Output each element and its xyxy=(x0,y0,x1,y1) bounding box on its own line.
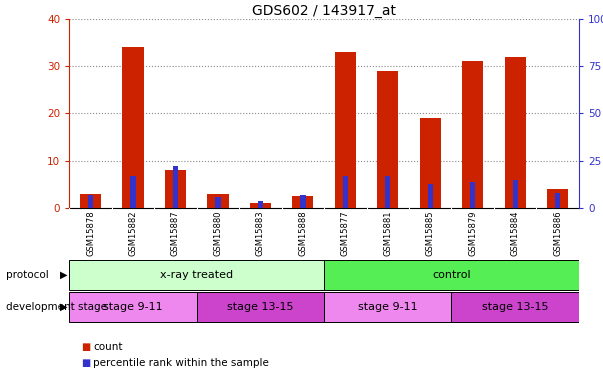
Bar xyxy=(165,170,186,208)
Bar xyxy=(555,193,560,208)
Text: GSM15886: GSM15886 xyxy=(553,211,562,256)
Text: protocol: protocol xyxy=(6,270,49,280)
Text: ■: ■ xyxy=(81,358,90,368)
Bar xyxy=(324,292,452,322)
Text: x-ray treated: x-ray treated xyxy=(160,270,233,280)
Bar xyxy=(69,292,197,322)
Bar xyxy=(122,47,144,208)
Text: GSM15878: GSM15878 xyxy=(86,211,95,256)
Text: ▶: ▶ xyxy=(60,270,67,280)
Bar xyxy=(324,261,579,290)
Bar xyxy=(207,194,229,208)
Bar xyxy=(513,180,518,208)
Text: control: control xyxy=(432,270,471,280)
Text: ■: ■ xyxy=(81,342,90,352)
Bar xyxy=(300,195,306,208)
Text: ▶: ▶ xyxy=(60,302,67,312)
Bar xyxy=(547,189,568,208)
Text: GSM15883: GSM15883 xyxy=(256,211,265,256)
Text: development stage: development stage xyxy=(6,302,107,312)
Bar xyxy=(197,292,324,322)
Text: GSM15888: GSM15888 xyxy=(298,211,308,256)
Text: count: count xyxy=(93,342,123,352)
Bar xyxy=(257,201,263,208)
Bar xyxy=(452,292,579,322)
Bar xyxy=(462,62,484,208)
Text: stage 9-11: stage 9-11 xyxy=(103,302,163,312)
Bar xyxy=(377,71,399,208)
Bar xyxy=(428,183,433,208)
Text: stage 9-11: stage 9-11 xyxy=(358,302,418,312)
Text: GSM15879: GSM15879 xyxy=(468,211,477,256)
Bar xyxy=(292,196,314,208)
Text: GSM15885: GSM15885 xyxy=(426,211,435,256)
Bar xyxy=(343,176,348,208)
Bar xyxy=(470,182,475,208)
Text: stage 13-15: stage 13-15 xyxy=(227,302,294,312)
Text: GSM15881: GSM15881 xyxy=(384,211,393,256)
Text: GSM15880: GSM15880 xyxy=(213,211,223,256)
Title: GDS602 / 143917_at: GDS602 / 143917_at xyxy=(252,4,396,18)
Bar xyxy=(250,203,271,208)
Bar xyxy=(385,176,391,208)
Text: percentile rank within the sample: percentile rank within the sample xyxy=(93,358,270,368)
Bar xyxy=(173,166,178,208)
Bar xyxy=(420,118,441,208)
Text: stage 13-15: stage 13-15 xyxy=(482,302,549,312)
Bar xyxy=(335,52,356,208)
Bar xyxy=(505,57,526,208)
Text: GSM15884: GSM15884 xyxy=(511,211,520,256)
Text: GSM15882: GSM15882 xyxy=(128,211,137,256)
Bar xyxy=(69,261,324,290)
Bar xyxy=(88,195,93,208)
Text: GSM15887: GSM15887 xyxy=(171,211,180,256)
Bar xyxy=(80,194,101,208)
Bar xyxy=(215,197,221,208)
Bar xyxy=(130,176,136,208)
Text: GSM15877: GSM15877 xyxy=(341,211,350,256)
